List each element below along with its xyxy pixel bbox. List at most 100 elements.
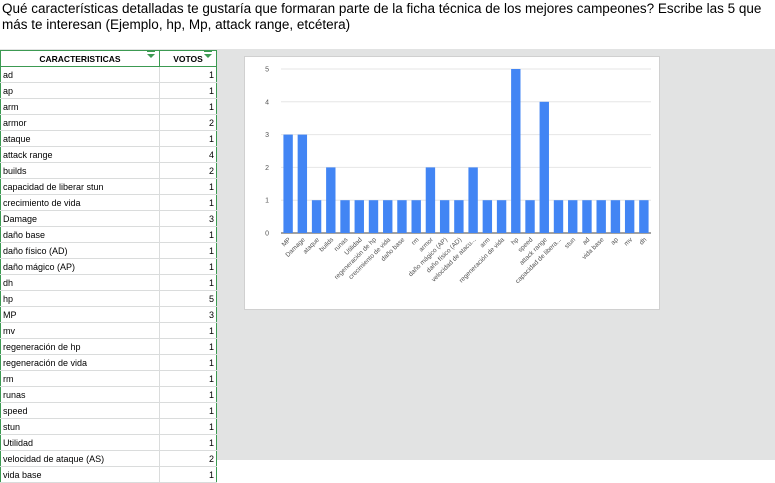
cell-caracteristica[interactable]: Utilidad (0, 434, 160, 451)
cell-votos[interactable]: 1 (159, 130, 217, 147)
cell-votos[interactable]: 1 (159, 66, 217, 83)
bar[interactable] (539, 101, 549, 233)
cell-votos[interactable]: 1 (159, 258, 217, 275)
y-tick-label: 3 (265, 132, 269, 139)
column-divider (734, 49, 735, 460)
bar[interactable] (496, 200, 507, 233)
bar[interactable] (525, 200, 535, 233)
bar[interactable] (397, 200, 407, 233)
bar[interactable] (326, 167, 336, 233)
bar[interactable] (582, 200, 592, 233)
cell-caracteristica[interactable]: rm (0, 370, 160, 387)
cell-caracteristica[interactable]: hp (0, 290, 160, 307)
bar[interactable] (624, 200, 635, 233)
table-row: ataque 1 (0, 130, 217, 147)
bar[interactable] (354, 200, 364, 233)
y-tick-label: 2 (265, 165, 269, 172)
cell-caracteristica[interactable]: Damage (0, 210, 160, 227)
cell-votos[interactable]: 1 (159, 178, 217, 195)
column-divider (225, 49, 226, 460)
bar[interactable] (568, 200, 578, 233)
bar[interactable] (425, 167, 436, 233)
bar[interactable] (411, 200, 421, 233)
bar[interactable] (454, 200, 464, 233)
bar[interactable] (283, 134, 293, 233)
cell-caracteristica[interactable]: vida base (0, 466, 160, 483)
cell-votos[interactable]: 1 (159, 322, 217, 339)
cell-caracteristica[interactable]: dh (0, 274, 160, 291)
cell-votos[interactable]: 5 (159, 290, 217, 307)
cell-votos[interactable]: 1 (159, 226, 217, 243)
cell-votos[interactable]: 1 (159, 242, 217, 259)
bar[interactable] (596, 200, 606, 233)
cell-caracteristica[interactable]: armor (0, 114, 160, 131)
table-row: capacidad de liberar stun 1 (0, 178, 217, 195)
cell-caracteristica[interactable]: mv (0, 322, 160, 339)
cell-caracteristica[interactable]: attack range (0, 146, 160, 163)
cell-caracteristica[interactable]: daño mágico (AP) (0, 258, 160, 275)
bar[interactable] (439, 200, 450, 233)
bar-chart[interactable]: 0 1 2 3 4 5 MP Damage ataque builds runas Utilidad r… (244, 56, 660, 310)
cell-votos[interactable]: 1 (159, 418, 217, 435)
cell-votos[interactable]: 1 (159, 194, 217, 211)
bar[interactable] (311, 200, 322, 233)
question-text: Qué características detalladas te gustar… (2, 1, 762, 32)
cell-votos[interactable]: 3 (159, 306, 217, 323)
filter-icon[interactable] (147, 51, 155, 58)
cell-votos[interactable]: 1 (159, 402, 217, 419)
bar[interactable] (340, 200, 350, 233)
cell-votos[interactable]: 1 (159, 370, 217, 387)
cell-caracteristica[interactable]: velocidad de ataque (AS) (0, 450, 160, 467)
bar[interactable] (610, 200, 621, 233)
filter-icon[interactable] (204, 51, 212, 58)
cell-caracteristica[interactable]: speed (0, 402, 160, 419)
table-row: rm 1 (0, 370, 217, 387)
bar[interactable] (383, 200, 393, 233)
bar[interactable] (639, 200, 649, 233)
y-tick-label: 1 (265, 198, 269, 205)
cell-votos[interactable]: 1 (159, 434, 217, 451)
table-row: Utilidad 1 (0, 434, 217, 451)
bar[interactable] (368, 200, 379, 233)
cell-caracteristica[interactable]: capacidad de liberar stun (0, 178, 160, 195)
table-row: attack range 4 (0, 146, 217, 163)
cell-votos[interactable]: 3 (159, 210, 217, 227)
bar[interactable] (553, 200, 564, 233)
cell-votos[interactable]: 1 (159, 354, 217, 371)
cell-caracteristica[interactable]: MP (0, 306, 160, 323)
cell-votos[interactable]: 2 (159, 114, 217, 131)
cell-votos[interactable]: 1 (159, 466, 217, 483)
cell-votos[interactable]: 4 (159, 146, 217, 163)
table-row: vida base 1 (0, 466, 217, 483)
cell-caracteristica[interactable]: arm (0, 98, 160, 115)
bar[interactable] (482, 200, 493, 233)
cell-caracteristica[interactable]: regeneración de vida (0, 354, 160, 371)
cell-caracteristica[interactable]: ataque (0, 130, 160, 147)
cell-caracteristica[interactable]: runas (0, 386, 160, 403)
cell-caracteristica[interactable]: ad (0, 66, 160, 83)
column-header-label: VOTOS (173, 53, 203, 64)
cell-caracteristica[interactable]: daño base (0, 226, 160, 243)
cell-votos[interactable]: 1 (159, 274, 217, 291)
bar[interactable] (297, 134, 308, 233)
cell-votos[interactable]: 1 (159, 386, 217, 403)
cell-votos[interactable]: 1 (159, 338, 217, 355)
cell-votos[interactable]: 2 (159, 162, 217, 179)
column-header-caracteristicas[interactable]: CARACTERISTICAS (0, 50, 160, 67)
cell-caracteristica[interactable]: daño físico (AD) (0, 242, 160, 259)
column-header-votos[interactable]: VOTOS (159, 50, 217, 67)
cell-caracteristica[interactable]: crecimiento de vida (0, 194, 160, 211)
chart-svg: 012345MPDamageataquebuildsrunasUtilidadr… (265, 67, 651, 285)
cell-caracteristica[interactable]: ap (0, 82, 160, 99)
cell-caracteristica[interactable]: builds (0, 162, 160, 179)
table-row: daño mágico (AP) 1 (0, 258, 217, 275)
cell-votos[interactable]: 1 (159, 82, 217, 99)
cell-votos[interactable]: 1 (159, 98, 217, 115)
table-row: ad 1 (0, 66, 217, 83)
cell-caracteristica[interactable]: stun (0, 418, 160, 435)
column-divider (670, 49, 671, 460)
cell-caracteristica[interactable]: regeneración de hp (0, 338, 160, 355)
bar[interactable] (511, 69, 521, 233)
bar[interactable] (468, 167, 478, 233)
cell-votos[interactable]: 2 (159, 450, 217, 467)
